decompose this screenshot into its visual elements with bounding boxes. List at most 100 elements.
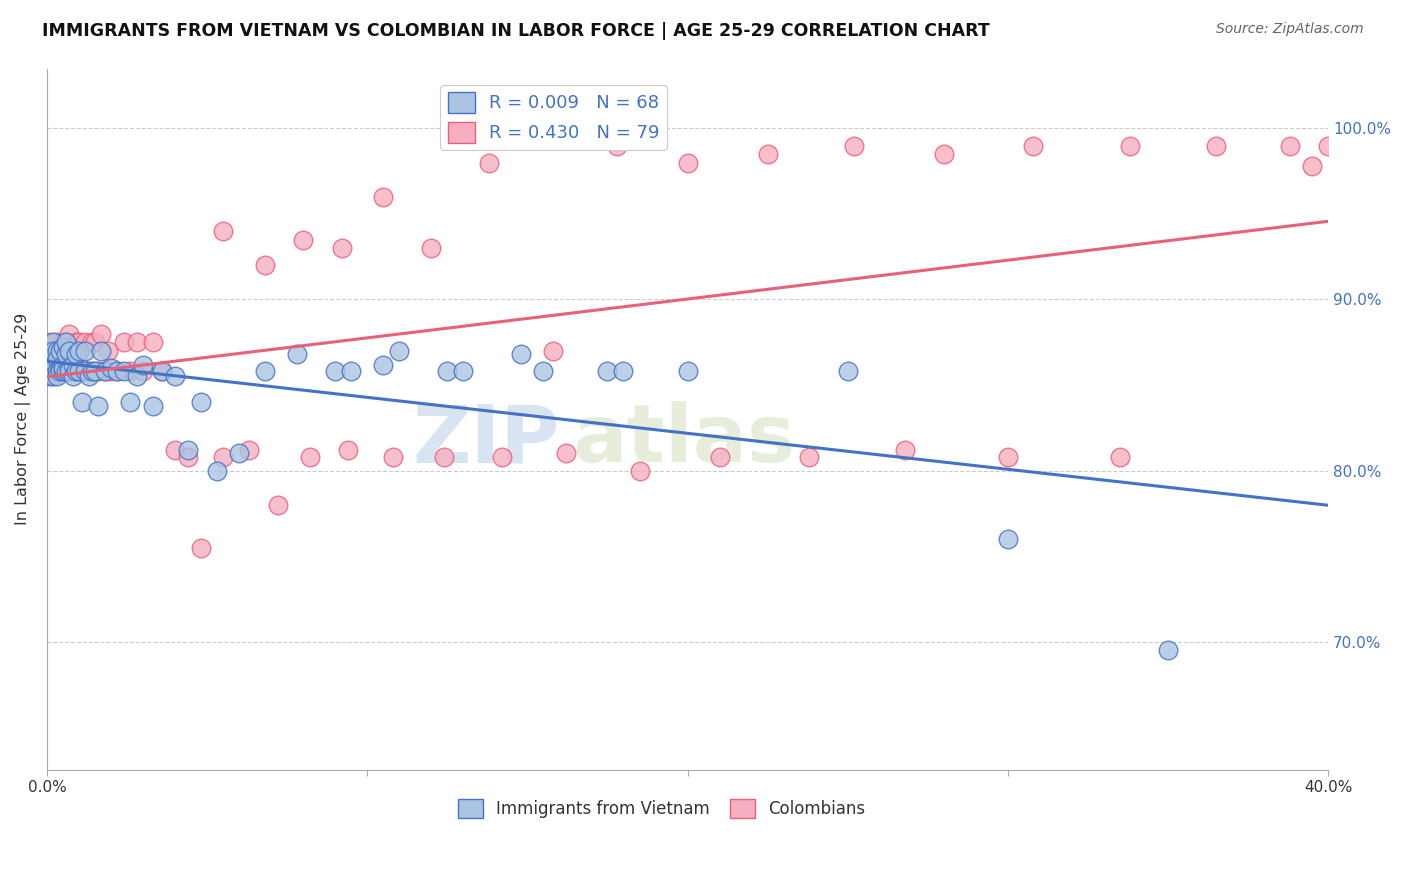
Point [606, 138, 628, 153]
Point [190, 541, 212, 555]
Point [1157, 643, 1180, 657]
Point [709, 450, 731, 464]
Point [84, 364, 107, 378]
Point [77, 369, 100, 384]
Point [55, 364, 77, 378]
Point [132, 358, 155, 372]
Point [49, 343, 72, 358]
Point [58, 343, 80, 358]
Point [49, 364, 72, 378]
Point [676, 364, 699, 378]
Point [90, 326, 112, 341]
Point [62, 364, 84, 378]
Point [39, 369, 62, 384]
Point [97, 343, 120, 358]
Y-axis label: In Labor Force | Age 25-29: In Labor Force | Age 25-29 [15, 313, 31, 525]
Point [541, 343, 564, 358]
Point [125, 369, 148, 384]
Point [67, 343, 90, 358]
Point [491, 450, 513, 464]
Point [533, 364, 555, 378]
Point [58, 364, 80, 378]
Point [190, 395, 212, 409]
Point [100, 364, 122, 378]
Point [107, 364, 129, 378]
Point [1022, 138, 1045, 153]
Point [75, 364, 97, 378]
Point [49, 352, 72, 367]
Point [93, 364, 115, 378]
Point [42, 369, 65, 384]
Point [298, 450, 321, 464]
Point [45, 364, 67, 378]
Point [42, 360, 65, 375]
Point [42, 335, 65, 350]
Point [150, 364, 173, 378]
Point [65, 364, 87, 378]
Point [1109, 450, 1132, 464]
Point [45, 343, 67, 358]
Point [65, 347, 87, 361]
Point [1278, 138, 1301, 153]
Point [39, 343, 62, 358]
Point [285, 347, 308, 361]
Point [1317, 138, 1340, 153]
Point [453, 364, 475, 378]
Point [212, 450, 235, 464]
Point [55, 364, 77, 378]
Point [799, 450, 821, 464]
Point [238, 443, 260, 458]
Point [165, 443, 187, 458]
Point [100, 360, 122, 375]
Point [45, 364, 67, 378]
Point [1301, 159, 1323, 173]
Point [80, 364, 103, 378]
Point [52, 358, 75, 372]
Point [266, 498, 288, 512]
Text: atlas: atlas [572, 401, 796, 479]
Point [45, 335, 67, 350]
Point [478, 155, 501, 169]
Point [340, 364, 363, 378]
Text: Source: ZipAtlas.com: Source: ZipAtlas.com [1216, 22, 1364, 37]
Point [42, 343, 65, 358]
Point [388, 343, 411, 358]
Point [253, 258, 276, 272]
Point [373, 190, 395, 204]
Point [39, 360, 62, 375]
Point [997, 532, 1019, 546]
Point [67, 358, 90, 372]
Point [932, 147, 955, 161]
Point [87, 399, 110, 413]
Point [120, 395, 142, 409]
Point [253, 364, 276, 378]
Point [112, 364, 135, 378]
Point [373, 358, 395, 372]
Point [510, 347, 533, 361]
Point [77, 364, 100, 378]
Point [58, 360, 80, 375]
Point [142, 335, 165, 350]
Point [837, 364, 859, 378]
Point [52, 340, 75, 354]
Point [132, 364, 155, 378]
Point [75, 335, 97, 350]
Point [55, 347, 77, 361]
Point [42, 347, 65, 361]
Point [150, 364, 173, 378]
Point [65, 335, 87, 350]
Point [894, 443, 917, 458]
Point [842, 138, 865, 153]
Point [75, 343, 97, 358]
Point [39, 335, 62, 350]
Point [596, 364, 619, 378]
Point [112, 335, 135, 350]
Point [65, 364, 87, 378]
Point [997, 450, 1019, 464]
Point [45, 369, 67, 384]
Point [212, 224, 235, 238]
Point [55, 335, 77, 350]
Point [39, 364, 62, 378]
Point [84, 335, 107, 350]
Point [1205, 138, 1227, 153]
